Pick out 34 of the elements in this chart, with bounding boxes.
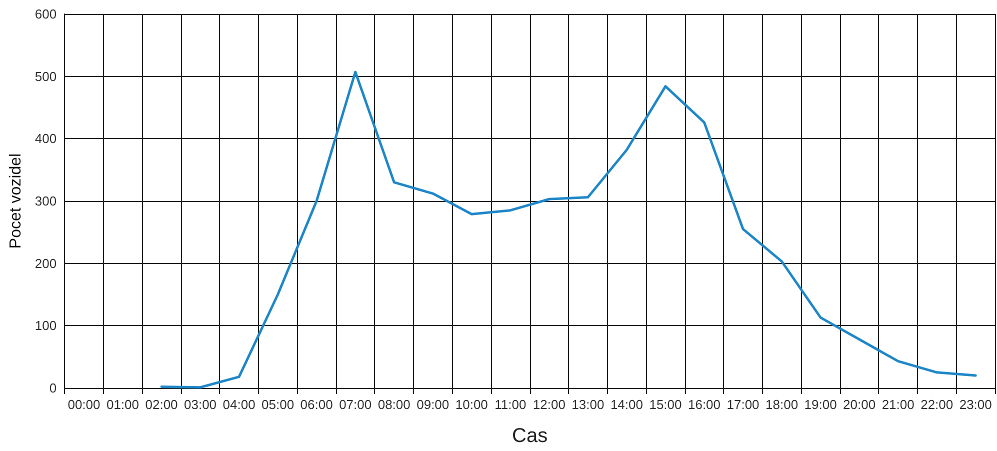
x-tick-label: 19:00 bbox=[804, 397, 837, 412]
x-tick-label: 12:00 bbox=[532, 397, 566, 412]
x-tick-label: 22:00 bbox=[920, 397, 954, 412]
x-tick-label: 08:00 bbox=[378, 397, 410, 412]
x-tick-label: 14:00 bbox=[610, 397, 643, 412]
x-tick-label: 16:00 bbox=[688, 397, 721, 412]
y-tick-label: 300 bbox=[34, 194, 57, 208]
x-axis-title: Cas bbox=[512, 425, 548, 447]
x-tick-label: 04:00 bbox=[222, 397, 256, 412]
x-tick-label: 06:00 bbox=[300, 397, 333, 412]
x-tick-label: 18:00 bbox=[766, 397, 798, 412]
y-tick-label: 600 bbox=[34, 6, 57, 22]
y-tick-label: 500 bbox=[34, 68, 57, 84]
x-tick-label: 09:00 bbox=[416, 397, 450, 412]
x-tick-label: 13:00 bbox=[572, 397, 604, 412]
y-tick-label: 0 bbox=[49, 380, 57, 396]
x-tick-label: 00:00 bbox=[68, 397, 100, 412]
x-tick-label: 15:00 bbox=[649, 397, 682, 412]
x-tick-label: 21:00 bbox=[882, 397, 914, 412]
y-axis-title: Pocet vozidel bbox=[8, 153, 24, 249]
y-tick-label: 200 bbox=[34, 256, 57, 271]
x-tick-label: 10:00 bbox=[455, 397, 488, 412]
x-tick-label: 07:00 bbox=[339, 397, 372, 412]
x-tick-label: 05:00 bbox=[262, 397, 294, 412]
line-series bbox=[160, 70, 977, 389]
x-tick-label: 11:00 bbox=[494, 397, 526, 412]
x-tick-label: 23:00 bbox=[959, 397, 992, 412]
x-tick-label: 01:00 bbox=[106, 397, 140, 412]
x-tick-label: 02:00 bbox=[145, 397, 178, 412]
x-tick-label: 20:00 bbox=[843, 397, 876, 412]
y-tick-label: 400 bbox=[34, 131, 57, 146]
x-tick-label: 03:00 bbox=[184, 397, 217, 412]
y-tick-label: 100 bbox=[34, 318, 57, 334]
x-tick-label: 17:00 bbox=[726, 397, 760, 412]
